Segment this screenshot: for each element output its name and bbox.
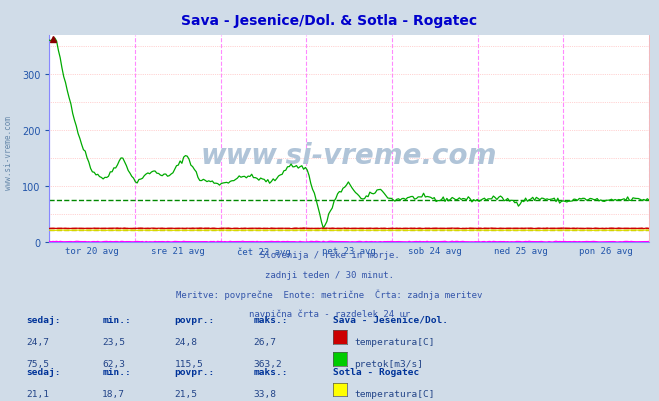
Text: min.:: min.: <box>102 367 131 376</box>
Text: Sotla - Rogatec: Sotla - Rogatec <box>333 367 419 376</box>
Text: sedaj:: sedaj: <box>26 367 61 376</box>
Text: 21,5: 21,5 <box>175 389 198 398</box>
Text: pretok[m3/s]: pretok[m3/s] <box>355 359 424 368</box>
Text: temperatura[C]: temperatura[C] <box>355 337 435 346</box>
Text: 23,5: 23,5 <box>102 337 125 346</box>
Text: Meritve: povprečne  Enote: metrične  Črta: zadnja meritev: Meritve: povprečne Enote: metrične Črta:… <box>177 289 482 300</box>
Text: 24,7: 24,7 <box>26 337 49 346</box>
Text: 115,5: 115,5 <box>175 359 204 368</box>
Text: Sava - Jesenice/Dol.: Sava - Jesenice/Dol. <box>333 315 448 324</box>
Text: www.si-vreme.com: www.si-vreme.com <box>201 142 498 170</box>
Text: www.si-vreme.com: www.si-vreme.com <box>4 115 13 189</box>
Text: maks.:: maks.: <box>254 367 288 376</box>
Text: 24,8: 24,8 <box>175 337 198 346</box>
Text: 18,7: 18,7 <box>102 389 125 398</box>
Text: pon 26 avg: pon 26 avg <box>579 247 633 255</box>
Text: povpr.:: povpr.: <box>175 367 215 376</box>
Text: 33,8: 33,8 <box>254 389 277 398</box>
Text: zadnji teden / 30 minut.: zadnji teden / 30 minut. <box>265 270 394 279</box>
Text: sre 21 avg: sre 21 avg <box>151 247 205 255</box>
Text: sedaj:: sedaj: <box>26 315 61 324</box>
Text: maks.:: maks.: <box>254 315 288 324</box>
Text: min.:: min.: <box>102 315 131 324</box>
Text: pet 23 avg: pet 23 avg <box>322 247 376 255</box>
Text: ned 25 avg: ned 25 avg <box>494 247 548 255</box>
Text: 21,1: 21,1 <box>26 389 49 398</box>
Text: povpr.:: povpr.: <box>175 315 215 324</box>
Text: 75,5: 75,5 <box>26 359 49 368</box>
Text: navpična črta - razdelek 24 ur: navpična črta - razdelek 24 ur <box>249 308 410 318</box>
Text: sob 24 avg: sob 24 avg <box>408 247 462 255</box>
Text: Slovenija / reke in morje.: Slovenija / reke in morje. <box>260 251 399 259</box>
Text: tor 20 avg: tor 20 avg <box>65 247 119 255</box>
Text: 363,2: 363,2 <box>254 359 283 368</box>
Text: temperatura[C]: temperatura[C] <box>355 389 435 398</box>
Text: 62,3: 62,3 <box>102 359 125 368</box>
Text: 26,7: 26,7 <box>254 337 277 346</box>
Text: čet 22 avg: čet 22 avg <box>237 247 291 256</box>
Text: Sava - Jesenice/Dol. & Sotla - Rogatec: Sava - Jesenice/Dol. & Sotla - Rogatec <box>181 14 478 28</box>
